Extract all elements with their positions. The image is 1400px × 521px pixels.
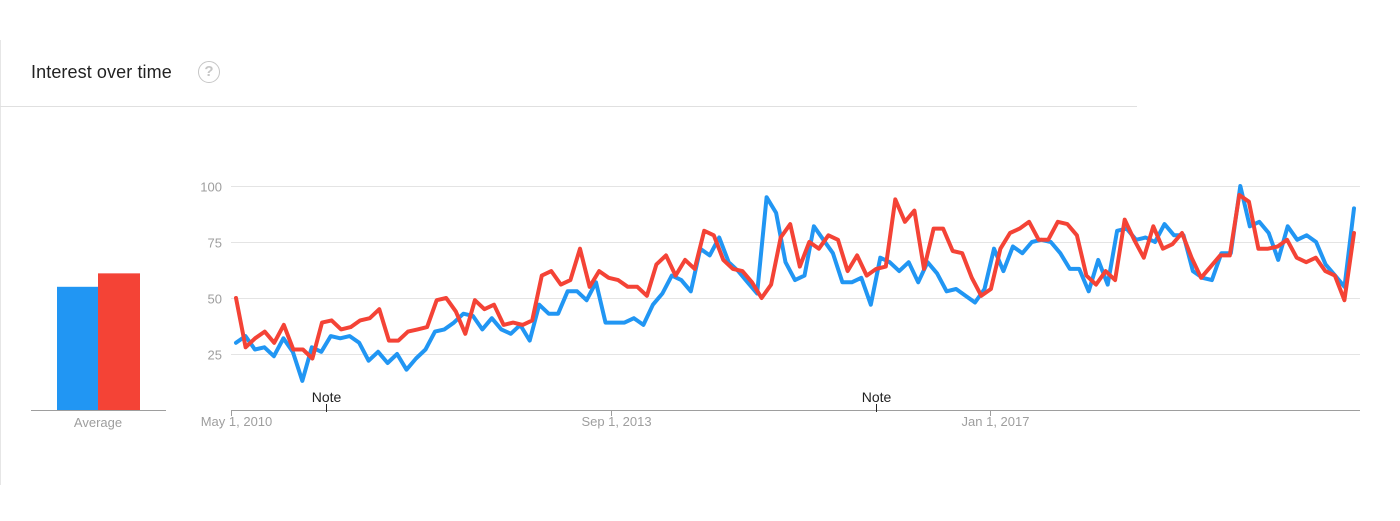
y-tick-label: 25 <box>208 348 222 363</box>
x-tick-label: May 1, 2010 <box>201 414 273 429</box>
series-1-line <box>234 184 1356 383</box>
note-label: Note <box>312 389 342 405</box>
average-label: Average <box>74 415 122 430</box>
card-left-edge <box>0 40 1 485</box>
x-tick-label: Jan 1, 2017 <box>962 414 1030 429</box>
help-circle-icon[interactable]: ? <box>198 61 220 83</box>
average-bar-chart: Average <box>31 273 166 430</box>
average-bar <box>57 286 99 410</box>
average-bar <box>98 273 140 410</box>
x-tick-label: Sep 1, 2013 <box>581 414 651 429</box>
y-axis-ticks: 25 50 75 100 <box>200 180 222 363</box>
gridlines <box>231 186 1360 355</box>
y-tick-label: 75 <box>208 236 222 251</box>
note-label: Note <box>862 389 892 405</box>
chart-notes: Note Note <box>312 389 892 412</box>
header-divider <box>0 106 1137 107</box>
card-title: Interest over time <box>31 62 172 82</box>
y-tick-label: 100 <box>200 180 222 195</box>
series-lines <box>234 184 1356 383</box>
y-tick-label: 50 <box>208 292 222 307</box>
series-2-line <box>234 193 1356 361</box>
x-axis-ticks: May 1, 2010 Sep 1, 2013 Jan 1, 2017 <box>201 410 1030 429</box>
